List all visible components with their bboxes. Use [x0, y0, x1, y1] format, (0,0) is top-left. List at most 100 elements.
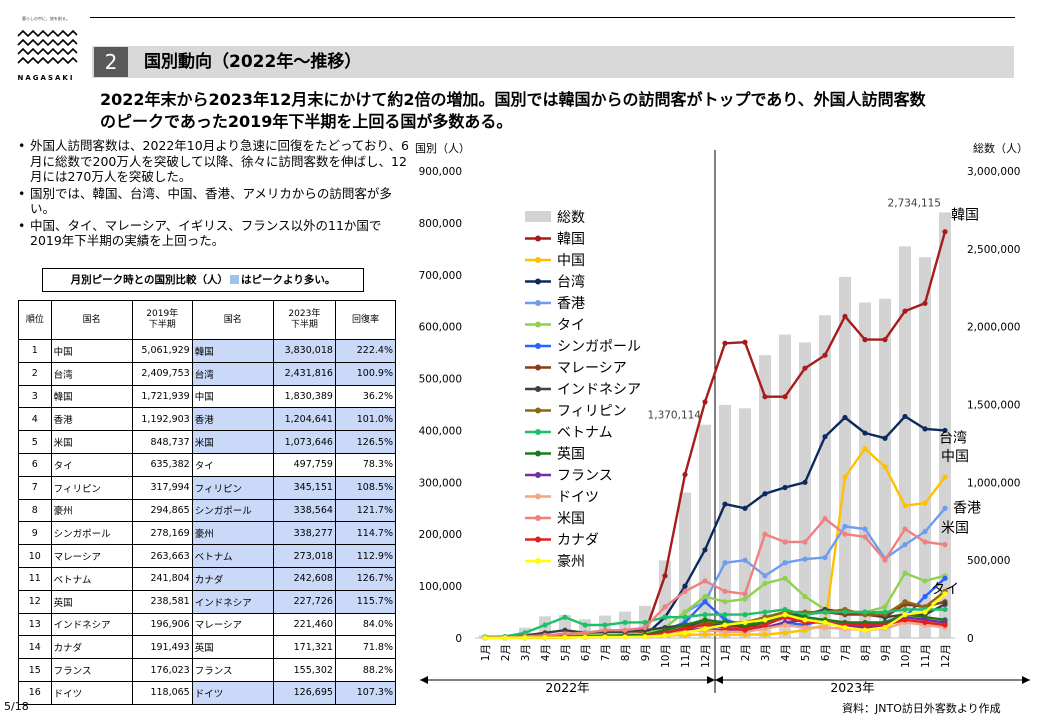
total-bar: [859, 302, 871, 638]
x-tick-label: 10月: [900, 644, 912, 668]
series-point: [942, 427, 948, 434]
series-point: [902, 542, 908, 548]
table-cell-recovery: 108.5%: [334, 475, 397, 500]
x-tick-label: 1月: [480, 644, 492, 661]
total-bar: [699, 424, 711, 638]
legend-marker: [535, 257, 541, 263]
series-point: [662, 573, 668, 579]
series-point: [782, 575, 788, 581]
table-cell-country-2019: 豪州: [50, 498, 133, 523]
table-cell-country-2023: カナダ: [191, 566, 274, 591]
x-tick-label: 7月: [840, 644, 852, 661]
series-point: [722, 340, 728, 346]
x-tick-label: 8月: [620, 644, 632, 661]
table-row: 13 インドネシア 196,906 マレーシア 221,460 84.0%: [18, 612, 397, 637]
series-line: [485, 517, 946, 639]
table-cell-country-2019: フィリピン: [50, 475, 133, 500]
table-cell-country-2023: ベトナム: [191, 544, 274, 568]
table-cell-country-2023: シンガポール: [191, 498, 274, 523]
table-cell-rank: 2: [18, 361, 52, 386]
table-cell-country-2019: 台湾: [50, 361, 133, 386]
section-number: 2: [94, 47, 128, 77]
header-country-2019: 国名: [50, 300, 133, 340]
series-point: [842, 414, 848, 421]
left-tick-label: 800,000: [419, 218, 462, 230]
header-country-2023: 国名: [191, 300, 274, 340]
lead-line-2: のピークであった2019年下半期を上回る国が多数ある。: [100, 112, 513, 131]
table-cell-value-2023: 1,204,641: [272, 407, 336, 432]
table-cell-value-2019: 238,581: [131, 589, 193, 614]
series-point: [902, 617, 908, 623]
total-bar: [939, 212, 951, 638]
series-point: [942, 542, 948, 548]
table-cell-value-2023: 227,726: [272, 589, 336, 614]
table-cell-value-2023: 221,460: [272, 612, 336, 637]
x-tick-label: 3月: [520, 644, 532, 661]
series-point: [762, 580, 768, 587]
legend-marker: [535, 343, 541, 349]
left-tick-label: 700,000: [419, 270, 462, 282]
x-tick-label: 4月: [780, 644, 792, 661]
table-cell-country-2023: インドネシア: [191, 589, 274, 614]
series-point: [882, 609, 888, 615]
table-cell-rank: 8: [18, 498, 52, 523]
series-point: [862, 609, 868, 615]
series-point: [842, 531, 848, 537]
series-point: [782, 606, 788, 613]
table-cell-value-2019: 635,382: [131, 452, 193, 477]
table-cell-country-2023: 豪州: [191, 521, 274, 546]
left-tick-label: 600,000: [419, 322, 462, 334]
series-point: [802, 617, 808, 623]
series-point: [922, 578, 928, 584]
series-point: [682, 626, 688, 632]
left-tick-label: 0: [455, 633, 462, 645]
section-header: 2 国別動向（2022年～推移）: [92, 46, 1014, 78]
total-bar: [799, 342, 811, 638]
series-point: [822, 516, 828, 522]
table-cell-rank: 13: [18, 612, 52, 637]
series-point: [902, 612, 908, 618]
nagasaki-logo: 暮らしの中に、旅を創る。 NAGASAKI: [10, 12, 80, 82]
legend-marker: [535, 429, 541, 435]
legend-label: 豪州: [557, 554, 585, 570]
table-cell-country-2019: ベトナム: [50, 566, 133, 591]
logo-tagline: 暮らしの中に、旅を創る。: [22, 16, 70, 21]
series-point: [642, 619, 648, 626]
series-point: [762, 622, 768, 628]
series-point: [622, 619, 628, 626]
table-cell-country-2023: 米国: [191, 430, 274, 454]
series-point: [922, 539, 928, 545]
table-cell-value-2019: 1,192,903: [131, 407, 193, 432]
table-cell-rank: 12: [18, 589, 52, 614]
legend-label: 米国: [557, 511, 585, 527]
legend-label: カナダ: [557, 533, 599, 549]
table-cell-country-2019: タイ: [50, 452, 133, 477]
series-point: [862, 337, 868, 343]
series-point: [742, 612, 748, 618]
series-point: [702, 622, 708, 628]
table-cell-value-2023: 338,564: [272, 498, 336, 523]
series-point: [642, 625, 648, 631]
series-point: [722, 599, 728, 605]
left-axis-title: 国別（人）: [415, 142, 470, 155]
total-data-label: 1,370,114: [648, 410, 702, 422]
table-cell-rank: 4: [18, 407, 52, 432]
table-caption: 月別ピーク時との国別比較（人） はピークより多い。: [42, 268, 364, 292]
series-point: [942, 229, 948, 235]
table-cell-rank: 14: [18, 635, 52, 660]
right-tick-label: 2,000,000: [967, 322, 1020, 334]
series-point: [882, 464, 888, 470]
series-point: [842, 474, 848, 480]
series-point: [622, 627, 628, 633]
x-tick-label: 2月: [500, 644, 512, 661]
series-point: [502, 635, 508, 641]
series-point: [562, 634, 568, 641]
series-point: [542, 622, 548, 628]
series-point: [822, 352, 828, 358]
x-tick-label: 10月: [660, 644, 672, 668]
table-row: 8 豪州 294,865 シンガポール 338,564 121.7%: [18, 498, 397, 523]
series-point: [682, 583, 688, 589]
series-point: [862, 627, 868, 633]
year-label-2023: 2023年: [830, 680, 874, 693]
series-point: [682, 630, 688, 636]
